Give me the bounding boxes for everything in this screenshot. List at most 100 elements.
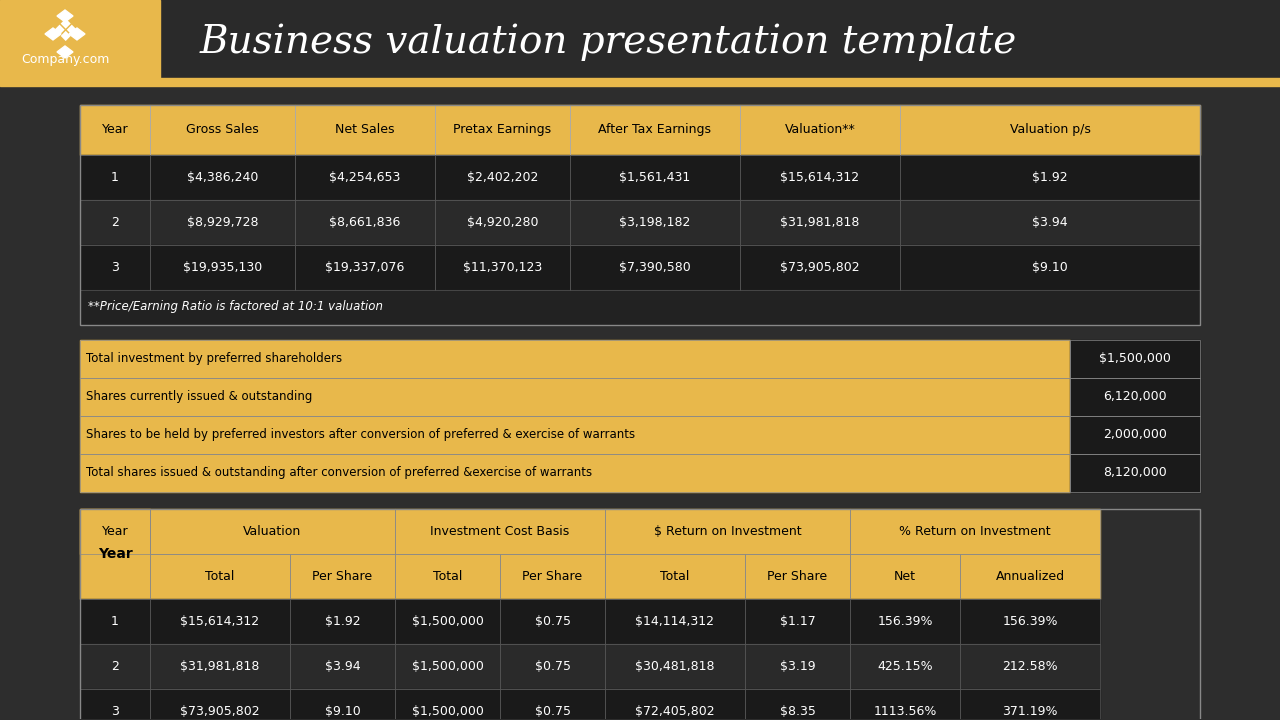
Text: $15,614,312: $15,614,312	[180, 616, 260, 629]
Text: $1,500,000: $1,500,000	[412, 616, 484, 629]
Bar	[396, 644, 500, 689]
Bar	[500, 644, 605, 689]
Bar	[294, 199, 435, 245]
Bar	[79, 155, 150, 199]
Bar	[396, 510, 605, 554]
Bar	[900, 105, 1201, 155]
Bar	[500, 689, 605, 720]
Bar	[745, 554, 850, 599]
Bar	[570, 199, 740, 245]
Bar	[435, 155, 570, 199]
Bar	[150, 105, 294, 155]
Text: $1,500,000: $1,500,000	[412, 706, 484, 719]
Bar	[79, 340, 1070, 377]
Text: $3.94: $3.94	[1032, 216, 1068, 229]
Text: 2,000,000: 2,000,000	[1103, 428, 1167, 441]
Bar	[960, 689, 1100, 720]
Bar	[435, 245, 570, 289]
Text: $9.10: $9.10	[1032, 261, 1068, 274]
Bar	[850, 689, 960, 720]
Text: $72,405,802: $72,405,802	[635, 706, 714, 719]
Bar	[396, 554, 500, 599]
Bar	[396, 689, 500, 720]
Bar	[435, 105, 570, 155]
Bar	[605, 644, 745, 689]
Text: Year: Year	[97, 547, 132, 562]
Bar	[570, 155, 740, 199]
Bar	[150, 155, 294, 199]
Bar	[605, 554, 745, 599]
Text: 2: 2	[111, 660, 119, 673]
Bar	[605, 689, 745, 720]
Text: $19,935,130: $19,935,130	[183, 261, 262, 274]
Bar	[740, 199, 900, 245]
Text: $8,929,728: $8,929,728	[187, 216, 259, 229]
Text: $4,254,653: $4,254,653	[329, 171, 401, 184]
Bar	[435, 199, 570, 245]
Bar	[500, 689, 605, 720]
Bar	[79, 454, 1070, 492]
Bar	[570, 105, 740, 155]
Text: **Price/Earning Ratio is factored at 10:1 valuation: **Price/Earning Ratio is factored at 10:…	[88, 300, 383, 313]
Bar	[0, 0, 160, 80]
Bar	[291, 689, 396, 720]
Bar	[396, 599, 500, 644]
Bar	[960, 644, 1100, 689]
Text: $7,390,580: $7,390,580	[620, 261, 691, 274]
Bar	[79, 105, 1201, 325]
Text: $1.17: $1.17	[780, 616, 815, 629]
Bar	[396, 644, 500, 689]
Bar	[850, 554, 960, 599]
Bar	[740, 245, 900, 289]
Bar	[500, 554, 605, 599]
Text: $1,561,431: $1,561,431	[620, 171, 691, 184]
Bar	[145, 0, 1280, 80]
Bar	[79, 510, 150, 554]
Text: $9.10: $9.10	[325, 706, 361, 719]
Bar	[435, 245, 570, 289]
Bar	[745, 599, 850, 644]
Bar	[79, 245, 150, 289]
Bar	[900, 199, 1201, 245]
Bar	[960, 599, 1100, 644]
Bar	[745, 644, 850, 689]
Bar	[79, 689, 150, 720]
Bar	[1070, 340, 1201, 377]
Bar	[500, 644, 605, 689]
Bar	[150, 689, 291, 720]
Bar	[79, 644, 150, 689]
Polygon shape	[58, 46, 73, 58]
Text: $3.94: $3.94	[325, 660, 360, 673]
Bar	[900, 199, 1201, 245]
Text: $4,920,280: $4,920,280	[467, 216, 539, 229]
Bar	[294, 245, 435, 289]
Bar	[396, 689, 500, 720]
Text: $8,661,836: $8,661,836	[329, 216, 401, 229]
Bar	[150, 199, 294, 245]
Bar	[745, 689, 850, 720]
Bar	[396, 554, 500, 599]
Bar	[500, 554, 605, 599]
Bar	[740, 199, 900, 245]
Text: Valuation**: Valuation**	[785, 123, 855, 136]
Bar	[79, 644, 150, 689]
Bar	[900, 155, 1201, 199]
Bar	[605, 554, 745, 599]
Bar	[79, 689, 150, 720]
Bar	[900, 245, 1201, 289]
Text: 425.15%: 425.15%	[877, 660, 933, 673]
Bar	[850, 599, 960, 644]
Bar	[150, 155, 294, 199]
Bar	[150, 510, 396, 554]
Bar	[294, 105, 435, 155]
Text: Gross Sales: Gross Sales	[186, 123, 259, 136]
Bar	[745, 554, 850, 599]
Bar	[150, 199, 294, 245]
Text: Total shares issued & outstanding after conversion of preferred &exercise of war: Total shares issued & outstanding after …	[86, 466, 593, 479]
Text: Total investment by preferred shareholders: Total investment by preferred shareholde…	[86, 352, 342, 365]
Bar	[1070, 454, 1201, 492]
Bar	[850, 689, 960, 720]
Text: 1: 1	[111, 171, 119, 184]
Bar	[294, 199, 435, 245]
Bar	[294, 155, 435, 199]
